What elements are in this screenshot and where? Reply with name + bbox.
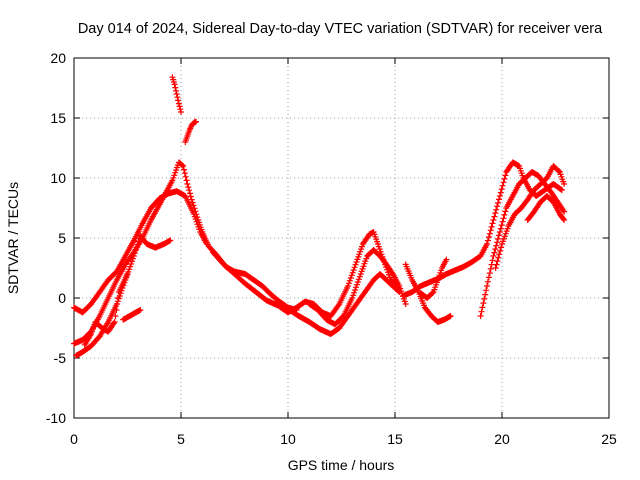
tick-labels: 0 5 10 15 20 25 -10 -5 0 5 10 15 20 xyxy=(46,50,617,447)
grid-lines xyxy=(74,58,609,418)
series-track-10 xyxy=(306,247,409,328)
data-points xyxy=(71,74,568,359)
series-track-8 xyxy=(210,249,403,337)
series-track-3 xyxy=(73,232,174,359)
series-track-9 xyxy=(276,229,403,319)
y-tick-label: 20 xyxy=(50,50,66,66)
marker-track xyxy=(182,118,199,145)
x-tick-label: 0 xyxy=(70,431,78,447)
series-track-5 xyxy=(120,307,144,323)
marker-track xyxy=(477,169,568,319)
x-tick-label: 20 xyxy=(494,431,510,447)
marker-track xyxy=(417,256,450,301)
marker-track xyxy=(524,193,568,223)
marker-track xyxy=(73,232,174,359)
x-axis-label: GPS time / hours xyxy=(288,457,395,473)
y-axis-label: SDTVAR / TECUs xyxy=(5,182,21,294)
marker-track xyxy=(492,163,568,271)
marker-track xyxy=(276,229,403,319)
x-tick-label: 15 xyxy=(387,431,403,447)
axis-ticks xyxy=(73,57,610,419)
x-tick-label: 5 xyxy=(177,431,185,447)
series-track-1 xyxy=(71,188,210,316)
y-tick-label: 15 xyxy=(50,110,66,126)
x-tick-label: 10 xyxy=(280,431,296,447)
marker-track xyxy=(210,249,403,337)
marker-track xyxy=(169,74,184,115)
marker-track xyxy=(120,307,144,323)
series-track-2 xyxy=(71,159,300,347)
series-track-15 xyxy=(492,163,568,271)
series-track-16 xyxy=(524,193,568,223)
x-tick-label: 25 xyxy=(601,431,617,447)
series-track-4 xyxy=(81,271,131,348)
y-tick-label: -10 xyxy=(46,410,66,426)
y-tick-label: 0 xyxy=(58,290,66,306)
marker-track xyxy=(81,271,131,348)
y-tick-label: -5 xyxy=(54,350,67,366)
marker-track xyxy=(306,247,409,328)
series-track-7 xyxy=(182,118,199,145)
series-track-13 xyxy=(417,256,450,301)
marker-track xyxy=(71,159,300,347)
y-tick-label: 10 xyxy=(50,170,66,186)
y-tick-label: 5 xyxy=(58,230,66,246)
chart-title: Day 014 of 2024, Sidereal Day-to-day VTE… xyxy=(78,21,603,37)
marker-track xyxy=(71,188,210,316)
series-track-14 xyxy=(477,169,568,319)
series-track-6 xyxy=(169,74,184,115)
